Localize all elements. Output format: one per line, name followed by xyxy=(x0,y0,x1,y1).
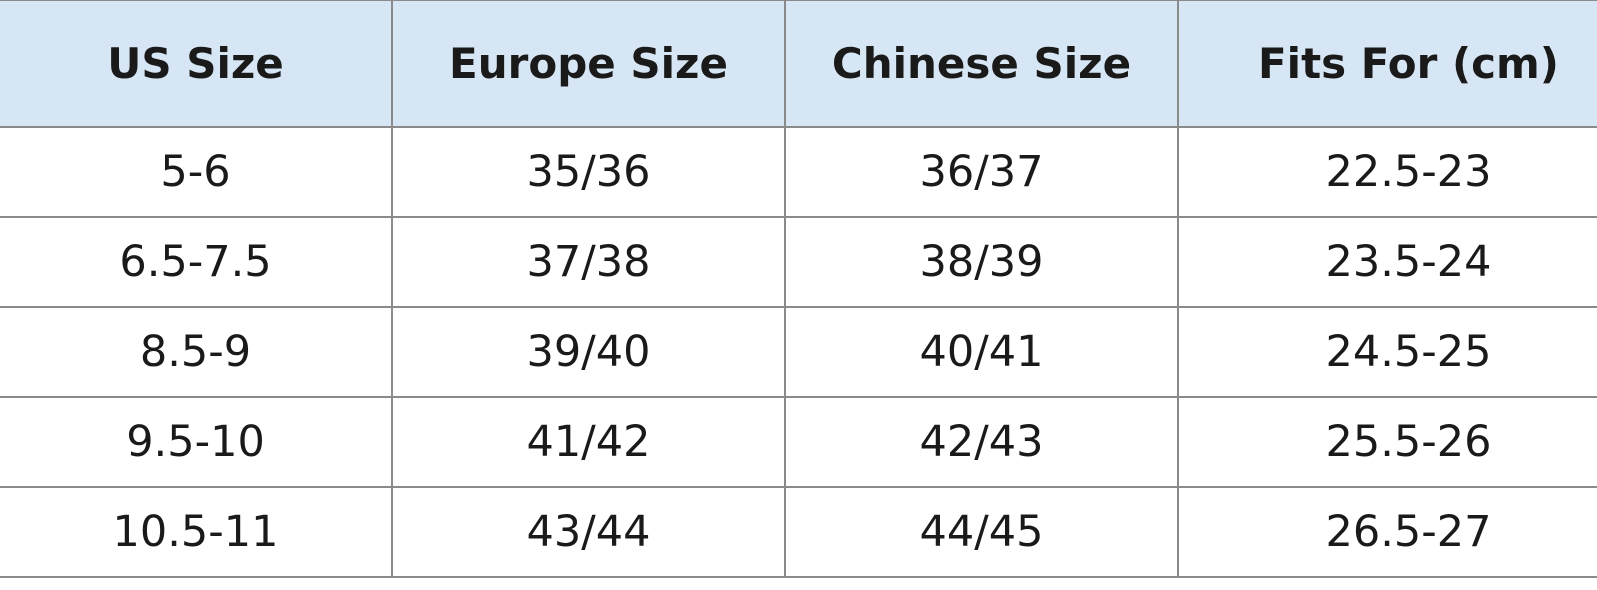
column-header: Chinese Size xyxy=(784,0,1179,128)
table-cell: 22.5-23 xyxy=(1177,126,1597,218)
table-cell: 6.5-7.5 xyxy=(0,216,393,308)
column-header: Europe Size xyxy=(391,0,786,128)
table-row: 10.5-11 43/44 44/45 26.5-27 xyxy=(0,486,1597,578)
table-cell: 41/42 xyxy=(391,396,786,488)
table-body: 5-6 35/36 36/37 22.5-23 6.5-7.5 37/38 38/39 23.… xyxy=(0,126,1597,578)
table-cell: 38/39 xyxy=(784,216,1179,308)
table-row: 6.5-7.5 37/38 38/39 23.5-24 xyxy=(0,216,1597,308)
table-cell: 9.5-10 xyxy=(0,396,393,488)
header-row: US Size Europe Size Chinese Size Fits For (… xyxy=(0,0,1597,128)
table-cell: 40/41 xyxy=(784,306,1179,398)
table-cell: 43/44 xyxy=(391,486,786,578)
table-row: 5-6 35/36 36/37 22.5-23 xyxy=(0,126,1597,218)
table-cell: 23.5-24 xyxy=(1177,216,1597,308)
table-cell: 36/37 xyxy=(784,126,1179,218)
column-header: Fits For (cm) xyxy=(1177,0,1597,128)
table-header: US Size Europe Size Chinese Size Fits For (… xyxy=(0,0,1597,128)
table-row: 8.5-9 39/40 40/41 24.5-25 xyxy=(0,306,1597,398)
table-cell: 24.5-25 xyxy=(1177,306,1597,398)
table-cell: 26.5-27 xyxy=(1177,486,1597,578)
table-cell: 8.5-9 xyxy=(0,306,393,398)
column-header: US Size xyxy=(0,0,393,128)
table-row: 9.5-10 41/42 42/43 25.5-26 xyxy=(0,396,1597,488)
table-cell: 35/36 xyxy=(391,126,786,218)
table-cell: 37/38 xyxy=(391,216,786,308)
table-cell: 5-6 xyxy=(0,126,393,218)
table-cell: 25.5-26 xyxy=(1177,396,1597,488)
table-cell: 39/40 xyxy=(391,306,786,398)
size-table: US Size Europe Size Chinese Size Fits For (… xyxy=(0,0,1597,578)
table-cell: 44/45 xyxy=(784,486,1179,578)
table-cell: 10.5-11 xyxy=(0,486,393,578)
table-cell: 42/43 xyxy=(784,396,1179,488)
